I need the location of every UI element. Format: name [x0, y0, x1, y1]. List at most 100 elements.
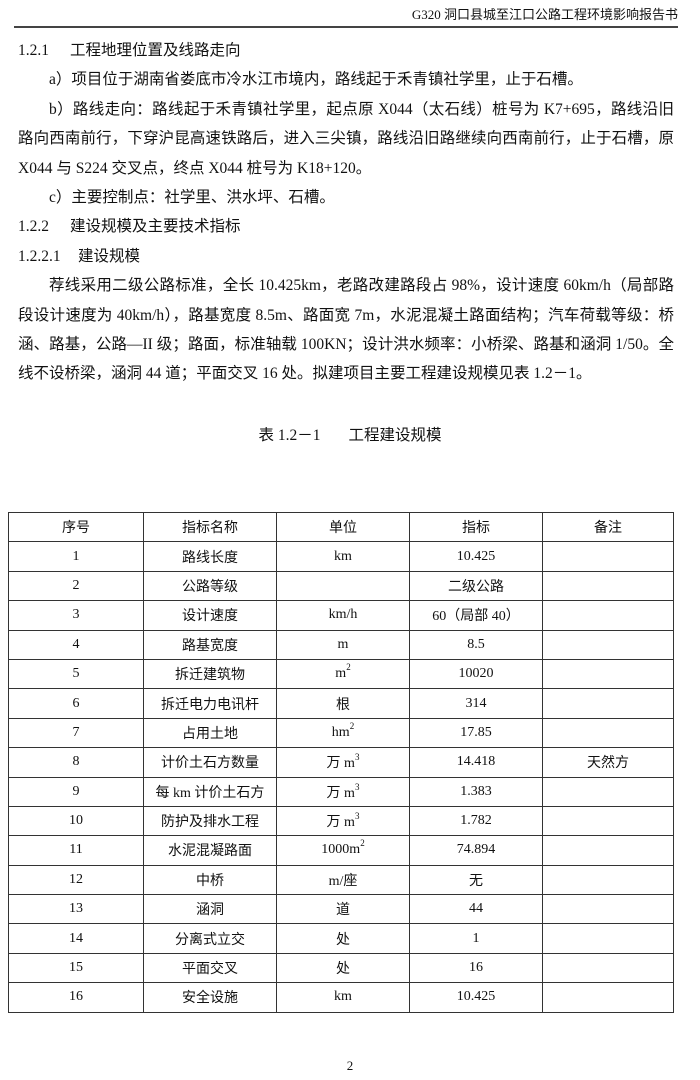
- cell-name: 占用土地: [143, 717, 277, 749]
- table-row: 6 拆迁电力电讯杆 根 314: [8, 688, 674, 719]
- unit-superscript: 2: [349, 720, 355, 731]
- construction-scale-table: 序号 指标名称 单位 指标 备注 1 路线长度 km 10.425 2 公路等级 二级公路 3…: [8, 511, 674, 1013]
- cell-value: 60（局部 40）: [409, 600, 543, 631]
- cell-name-text: 防护及排水工程: [161, 815, 259, 831]
- cell-no: 3: [8, 600, 144, 631]
- heading-number: 1.2.2: [18, 218, 49, 236]
- cell-value-text: 无: [469, 873, 483, 889]
- unit-superscript: 3: [354, 811, 360, 822]
- table-row: 7 占用土地 hm2 17.85: [8, 717, 674, 749]
- heading-1-2-2-1: 1.2.2.1 建设规模: [18, 242, 674, 271]
- col-header-note: 备注: [542, 511, 674, 543]
- cell-name: 路基宽度: [143, 629, 277, 660]
- cell-unit: 1000m2: [276, 835, 410, 866]
- cell-value: 10.425: [409, 982, 543, 1013]
- heading-1-2-2: 1.2.2 建设规模及主要技术指标: [18, 212, 674, 241]
- col-header-value: 指标: [409, 511, 543, 543]
- cell-no: 14: [8, 923, 144, 954]
- cell-no-text: 5: [72, 666, 80, 682]
- cell-name-text: 涵洞: [196, 903, 224, 919]
- cell-value-text: 17.85: [460, 724, 492, 740]
- cell-no: 1: [8, 541, 144, 572]
- heading-number: 1.2.2.1: [18, 247, 61, 265]
- cell-no-text: 8: [72, 754, 80, 770]
- cell-unit: m/座: [276, 864, 410, 896]
- cell-no: 6: [8, 688, 144, 719]
- cell-name-text: 计价土石方数量: [161, 756, 259, 772]
- cell-unit-text: 道: [336, 903, 350, 919]
- paragraph-b: b）路线走向：路线起于禾青镇社学里，起点原 X044（太石线）桩号为 K7+69…: [18, 100, 674, 177]
- paragraph-a: a）项目位于湖南省娄底市冷水江市境内，路线起于禾青镇社学里，止于石槽。: [49, 71, 583, 89]
- cell-value-text: 8.5: [467, 636, 485, 652]
- cell-unit: 处: [276, 923, 410, 954]
- cell-name: 防护及排水工程: [143, 805, 277, 837]
- cell-note: [542, 952, 674, 984]
- cell-unit-text: m: [335, 666, 347, 682]
- paragraph-c: c）主要控制点：社学里、洪水坪、石槽。: [49, 189, 335, 207]
- cell-value-text: 10020: [458, 666, 494, 682]
- cell-unit-text: hm: [331, 724, 350, 740]
- cell-note: [542, 776, 674, 807]
- cell-name: 中桥: [143, 864, 277, 896]
- cell-unit: m2: [276, 658, 410, 690]
- cell-unit: hm2: [276, 717, 410, 749]
- cell-value-text: 14.418: [456, 754, 496, 770]
- cell-unit: m: [276, 629, 410, 660]
- cell-value-text: 1.383: [460, 783, 492, 799]
- cell-value-text: 74.894: [456, 842, 496, 858]
- cell-no-text: 15: [69, 960, 83, 976]
- cell-value: 14.418: [409, 747, 543, 778]
- cell-unit-text: 处: [336, 962, 350, 978]
- cell-note: [542, 835, 674, 866]
- cell-value: 74.894: [409, 835, 543, 866]
- cell-unit: 万 m3: [276, 747, 410, 778]
- col-header-no: 序号: [8, 511, 144, 543]
- cell-no-text: 7: [72, 724, 80, 740]
- heading-1-2-1: 1.2.1 工程地理位置及线路走向: [18, 36, 674, 65]
- cell-unit-text: km: [334, 548, 352, 564]
- cell-no-text: 2: [72, 577, 80, 593]
- cell-unit-text: 1000m: [321, 842, 361, 858]
- caption-number: 表 1.2－1: [258, 427, 321, 444]
- cell-name: 拆迁电力电讯杆: [143, 688, 277, 719]
- table-row: 15 平面交叉 处 16: [8, 952, 674, 984]
- cell-name-text: 安全设施: [182, 991, 238, 1007]
- cell-no: 5: [8, 658, 144, 690]
- cell-name: 计价土石方数量: [143, 747, 277, 778]
- cell-unit-text: 处: [336, 932, 350, 948]
- cell-name-text: 公路等级: [182, 579, 238, 595]
- cell-name: 分离式立交: [143, 923, 277, 954]
- cell-no-text: 16: [69, 989, 83, 1005]
- cell-name-text: 分离式立交: [175, 932, 245, 948]
- cell-value: 1: [409, 923, 543, 954]
- cell-value: 1.383: [409, 776, 543, 807]
- cell-value: 16: [409, 952, 543, 984]
- cell-name-text: 水泥混凝路面: [168, 844, 252, 860]
- cell-unit-text: km/h: [328, 607, 358, 623]
- cell-name: 拆迁建筑物: [143, 658, 277, 690]
- cell-unit-text: km: [334, 989, 352, 1005]
- cell-unit-text: m/座: [328, 873, 358, 889]
- unit-superscript: 2: [360, 838, 365, 849]
- table-row: 13 涵洞 道 44: [8, 894, 674, 925]
- cell-note: [542, 570, 674, 602]
- cell-name: 安全设施: [143, 982, 277, 1013]
- cell-value-text: 44: [469, 901, 483, 917]
- cell-value: 10020: [409, 658, 543, 690]
- unit-superscript: 2: [346, 662, 351, 673]
- cell-value-text: 二级公路: [448, 579, 504, 595]
- cell-no: 15: [8, 952, 144, 984]
- cell-value-text: 314: [465, 695, 487, 711]
- caption-title: 工程建设规模: [348, 427, 442, 444]
- cell-unit: 处: [276, 952, 410, 984]
- cell-note: [542, 864, 674, 896]
- cell-no: 11: [8, 835, 144, 866]
- cell-value-text: 1: [472, 930, 480, 946]
- cell-value: 314: [409, 688, 543, 719]
- cell-value-text: 10.425: [456, 989, 496, 1005]
- cell-name-text: 路线长度: [182, 550, 238, 566]
- cell-unit-text: 万 m: [326, 756, 355, 772]
- cell-name-text: 中桥: [196, 873, 224, 889]
- table-row: 8 计价土石方数量 万 m3 14.418 天然方: [8, 747, 674, 778]
